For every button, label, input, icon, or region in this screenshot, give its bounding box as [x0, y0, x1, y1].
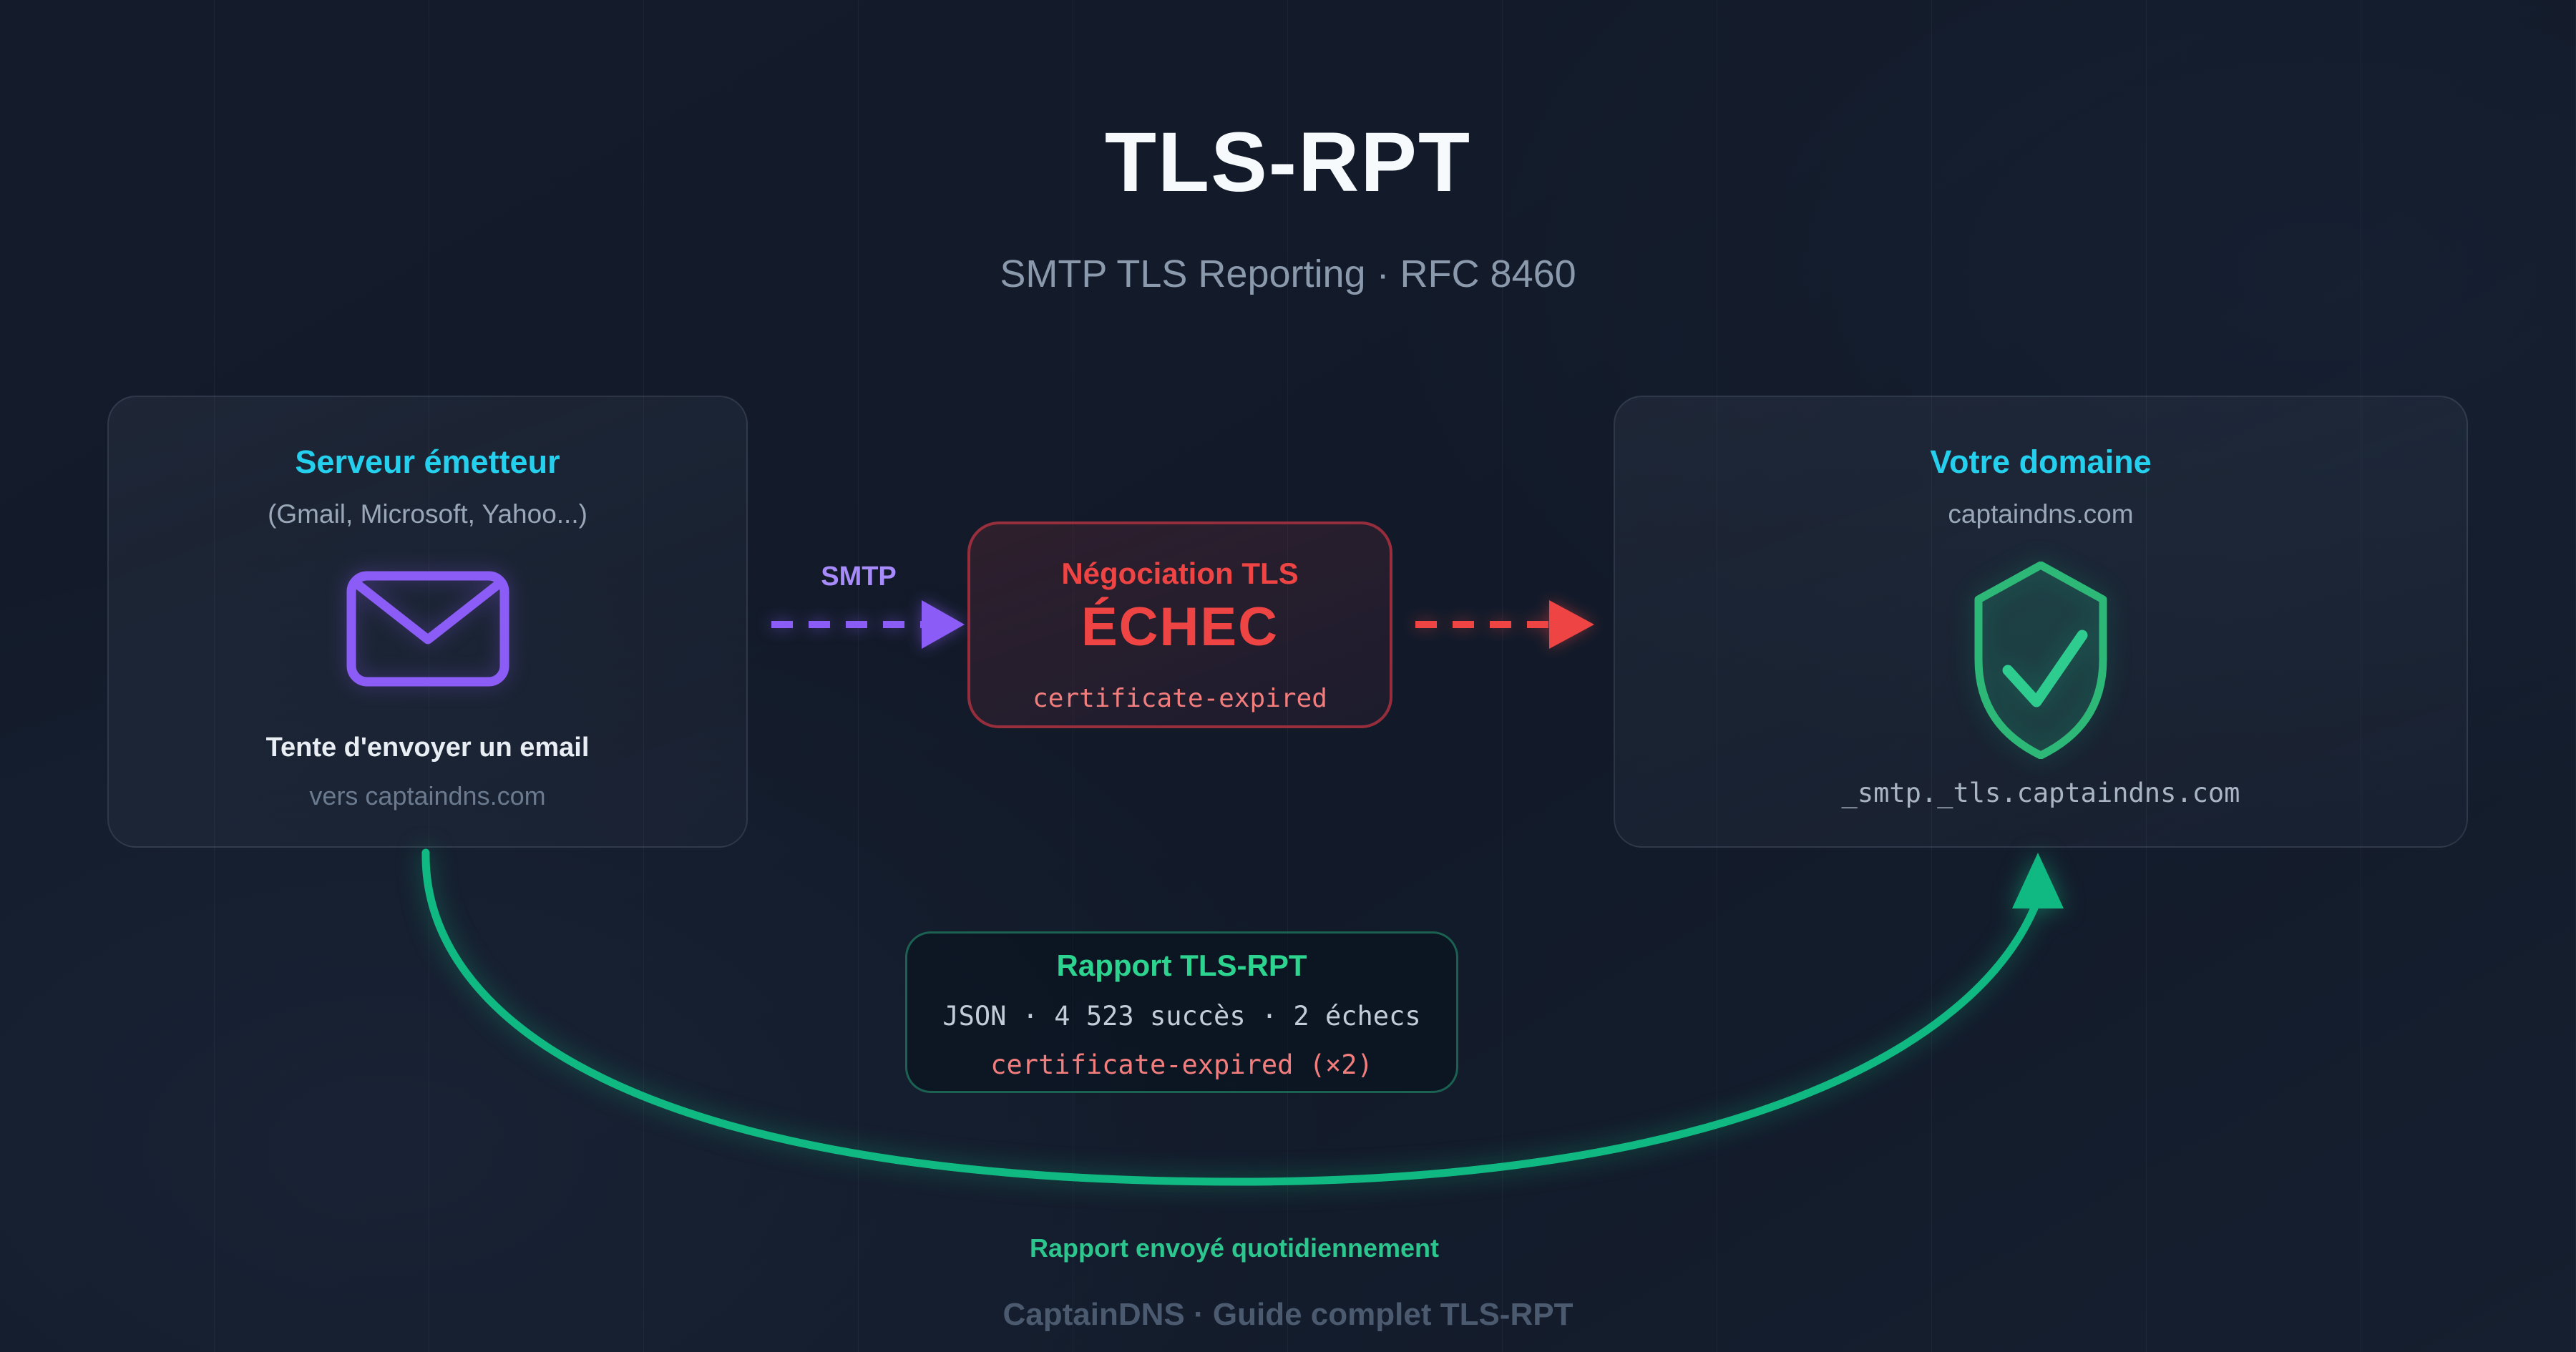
domain-box: Votre domaine captaindns.com _smtp._tls.… [1614, 396, 2468, 848]
sender-box-title: Serveur émetteur [295, 444, 560, 480]
envelope-icon [346, 570, 510, 691]
envelope-body [346, 571, 509, 687]
sender-box-providers: (Gmail, Microsoft, Yahoo...) [268, 499, 587, 529]
sender-server-box: Serveur émetteur (Gmail, Microsoft, Yaho… [107, 396, 748, 848]
domain-box-title: Votre domaine [1930, 444, 2152, 480]
smtp-arrow-label: SMTP [821, 562, 897, 592]
tls-failure-box: Négociation TLS ÉCHEC certificate-expire… [967, 521, 1392, 728]
shield-check-icon [1962, 561, 2119, 763]
smtp-arrow [771, 600, 965, 649]
check-mark [2002, 630, 2088, 707]
report-box-title: Rapport TLS-RPT [1056, 949, 1307, 982]
domain-name: captaindns.com [1948, 499, 2134, 529]
sender-box-action: Tente d'envoyer un email [265, 733, 590, 763]
failure-box-title: Négociation TLS [1061, 557, 1299, 590]
report-box: Rapport TLS-RPT JSON · 4 523 succès · 2 … [905, 931, 1458, 1093]
page-title: TLS-RPT [1104, 115, 1472, 210]
report-failure-detail: certificate-expired (×2) [990, 1049, 1373, 1080]
shield-outline [1974, 561, 2107, 760]
failure-arrow [1415, 600, 1594, 649]
sender-box-destination: vers captaindns.com [309, 781, 546, 810]
failure-status: ÉCHEC [1080, 597, 1279, 657]
report-arrow-caption: Rapport envoyé quotidiennement [1029, 1233, 1440, 1263]
failure-error-code: certificate-expired [1033, 684, 1327, 713]
page-subtitle: SMTP TLS Reporting · RFC 8460 [1000, 253, 1576, 295]
dns-record: _smtp._tls.captaindns.com [1841, 778, 2240, 808]
footer-text: CaptainDNS · Guide complet TLS-RPT [1002, 1297, 1574, 1332]
report-summary: JSON · 4 523 succès · 2 échecs [942, 1001, 1421, 1032]
envelope-flap [350, 577, 505, 645]
